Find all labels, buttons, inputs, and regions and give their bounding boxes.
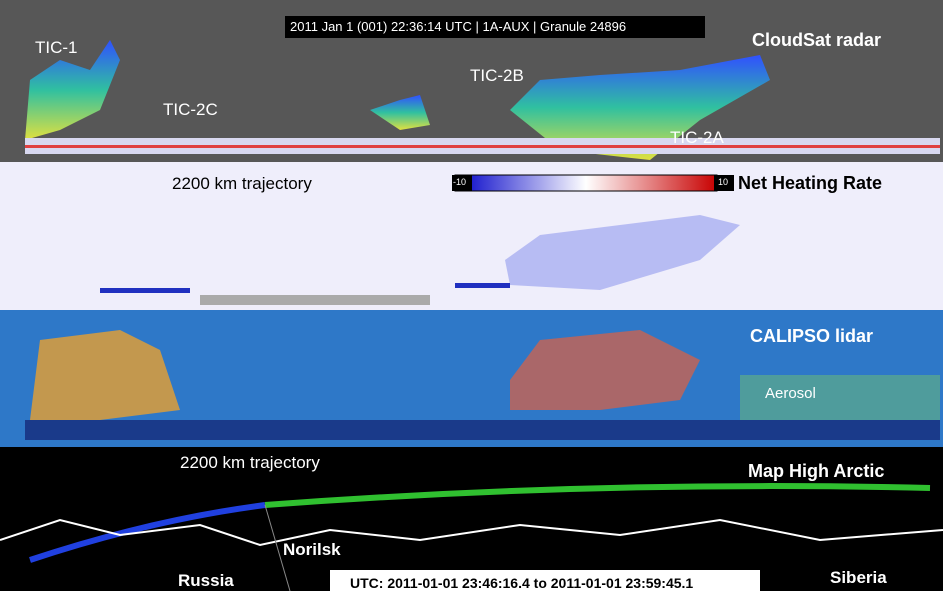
granule-info: 2011 Jan 1 (001) 22:36:14 UTC | 1A-AUX |…	[290, 19, 626, 34]
figure-graphics	[0, 0, 943, 591]
place-label: Norilsk	[283, 540, 341, 560]
panel-title: CALIPSO lidar	[750, 326, 873, 347]
label: TIC-1	[35, 38, 78, 58]
time-range: UTC: 2011-01-01 23:46:16.4 to 2011-01-01…	[350, 575, 693, 591]
terrain	[200, 295, 430, 305]
place-label: Russia	[178, 571, 234, 591]
label: TIC-2A	[670, 128, 724, 148]
colorbar-min: -10	[453, 177, 466, 187]
subtitle: 2200 km trajectory	[172, 174, 312, 194]
heating-layer	[100, 288, 190, 293]
label: TIC-2B	[470, 66, 524, 86]
colorbar-max: 10	[718, 177, 728, 187]
lidar-surface	[25, 420, 940, 440]
label: Aerosol	[765, 385, 816, 402]
place-label: Siberia	[830, 568, 887, 588]
panel-title: CloudSat radar	[752, 30, 881, 51]
subtitle: 2200 km trajectory	[180, 453, 320, 473]
panel-title: Map High Arctic	[748, 461, 884, 482]
heating-layer	[455, 283, 510, 288]
figure: 2011 Jan 1 (001) 22:36:14 UTC | 1A-AUX |…	[0, 0, 943, 591]
panel-title: Net Heating Rate	[738, 173, 882, 194]
surface-line	[25, 145, 940, 148]
colorbar	[455, 175, 717, 191]
label: TIC-2C	[163, 100, 218, 120]
